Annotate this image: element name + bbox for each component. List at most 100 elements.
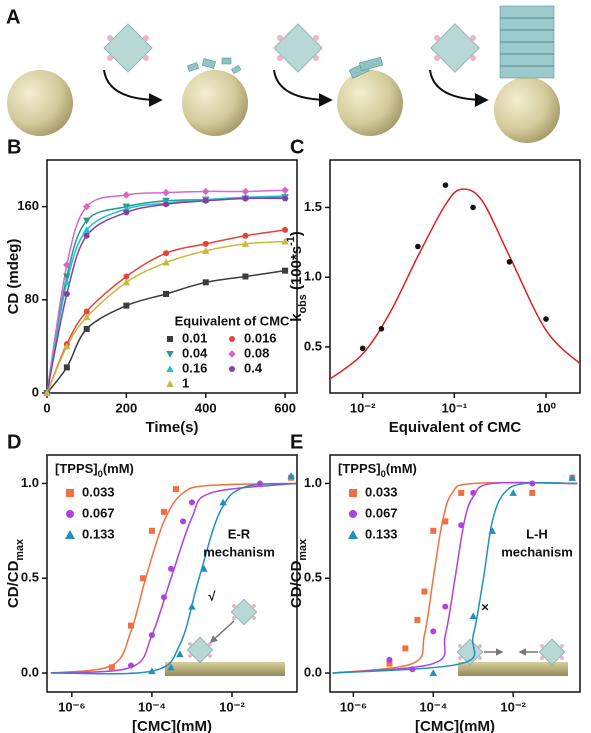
legend-title: Equivalent of CMC bbox=[175, 313, 290, 328]
legend-title: [TPPS]0(mM) bbox=[338, 461, 417, 479]
panel-label: A bbox=[6, 6, 20, 28]
marker bbox=[359, 345, 366, 352]
marker bbox=[201, 187, 210, 196]
y-axis-label: CD (mdeg) bbox=[5, 239, 22, 315]
marker bbox=[242, 232, 249, 239]
y-axis-label-part: k bbox=[288, 313, 305, 322]
marker bbox=[378, 326, 385, 332]
marker bbox=[82, 217, 91, 225]
marker bbox=[163, 290, 170, 297]
legend-marker bbox=[166, 351, 174, 358]
marker bbox=[127, 622, 134, 629]
legend-label: 0.067 bbox=[82, 505, 115, 520]
marker bbox=[386, 656, 393, 663]
marker bbox=[127, 662, 134, 669]
x-tick-label: 10⁻⁶ bbox=[340, 699, 367, 714]
x-axis-label: Equivalent of CMC bbox=[389, 419, 522, 436]
legend-marker bbox=[349, 489, 357, 497]
legend-label: 1 bbox=[182, 375, 189, 390]
x-axis-label: [CMC](mM) bbox=[132, 718, 212, 733]
legend-title-part: [TPPS] bbox=[55, 461, 98, 476]
marker bbox=[162, 188, 170, 197]
x-tick-label: 10⁻² bbox=[500, 699, 526, 714]
marker bbox=[140, 575, 147, 582]
y-axis-label-part: max bbox=[297, 539, 309, 561]
marker bbox=[148, 632, 155, 639]
y-tick-label: 0.5 bbox=[304, 570, 322, 585]
panel-label: B bbox=[7, 136, 21, 158]
y-axis-label-part: CD/CD bbox=[5, 560, 22, 608]
fit-line bbox=[330, 188, 580, 380]
marker bbox=[160, 508, 167, 515]
legend-title-part: [TPPS] bbox=[338, 461, 381, 476]
marker bbox=[241, 187, 250, 196]
legend-label: 0.01 bbox=[182, 330, 207, 345]
marker bbox=[82, 202, 91, 211]
fit-line bbox=[332, 481, 578, 674]
marker bbox=[123, 302, 130, 309]
marker bbox=[442, 518, 449, 525]
y-tick-label: 1.0 bbox=[21, 475, 39, 490]
legend-label: 0.033 bbox=[365, 484, 398, 499]
legend-label: 0.4 bbox=[244, 360, 263, 375]
x-tick-label: 400 bbox=[195, 400, 217, 415]
marker bbox=[160, 594, 167, 601]
x-tick-label: 10⁰ bbox=[536, 400, 556, 415]
marker bbox=[469, 612, 477, 620]
legend-marker bbox=[167, 336, 173, 342]
plot-area bbox=[330, 188, 580, 380]
x-tick-label: 10⁻⁴ bbox=[138, 699, 166, 714]
y-tick-label: 0.0 bbox=[304, 664, 322, 679]
marker bbox=[488, 527, 497, 534]
marker bbox=[43, 389, 51, 396]
legend-label: 0.133 bbox=[365, 526, 398, 541]
marker bbox=[281, 186, 289, 195]
marker bbox=[281, 237, 289, 245]
marker bbox=[148, 527, 155, 534]
marker bbox=[108, 664, 115, 671]
plot-frame bbox=[46, 454, 298, 693]
legend-marker bbox=[65, 530, 75, 539]
marker bbox=[173, 486, 180, 493]
marker bbox=[529, 489, 536, 496]
legend-title: [TPPS]0(mM) bbox=[55, 461, 134, 479]
y-axis-label-part: -1 bbox=[285, 236, 297, 246]
marker bbox=[122, 278, 131, 286]
x-tick-label: 600 bbox=[274, 400, 296, 415]
marker bbox=[63, 261, 71, 269]
marker bbox=[430, 527, 437, 534]
marker bbox=[421, 588, 428, 595]
marker bbox=[282, 267, 289, 274]
marker bbox=[148, 667, 156, 675]
marker bbox=[241, 240, 250, 247]
x-tick-label: 10⁻¹ bbox=[442, 400, 468, 415]
legend-marker bbox=[229, 366, 235, 372]
marker bbox=[163, 250, 170, 257]
marker bbox=[282, 226, 289, 233]
y-axis-label-part: ) bbox=[288, 231, 305, 236]
annotation: E-R bbox=[228, 526, 251, 541]
legend-marker bbox=[66, 510, 74, 518]
y-axis-label: kobs (100*s-1) bbox=[285, 231, 309, 322]
marker bbox=[415, 243, 421, 250]
legend-title-part: 0 bbox=[381, 469, 386, 479]
legend-label: 0.033 bbox=[82, 484, 115, 499]
annotation: mechanism bbox=[203, 544, 275, 559]
legend-marker bbox=[166, 365, 174, 372]
annotation: mechanism bbox=[501, 544, 573, 559]
plot-area bbox=[332, 481, 578, 674]
plot-frame bbox=[329, 159, 581, 394]
legend-label: 0.067 bbox=[365, 505, 398, 520]
marker bbox=[168, 565, 175, 572]
y-tick-label: 80 bbox=[25, 291, 39, 306]
legend-title-part: (mM) bbox=[386, 461, 417, 476]
marker bbox=[63, 278, 71, 286]
legend-title-part: 0 bbox=[98, 469, 103, 479]
legend-label: 0.04 bbox=[182, 345, 208, 360]
y-axis-label: CD/CDmax bbox=[288, 539, 309, 608]
y-tick-label: 0.5 bbox=[304, 338, 322, 353]
fit-line bbox=[47, 229, 286, 393]
y-tick-label: 0.5 bbox=[21, 570, 39, 585]
legend-marker bbox=[229, 336, 235, 342]
